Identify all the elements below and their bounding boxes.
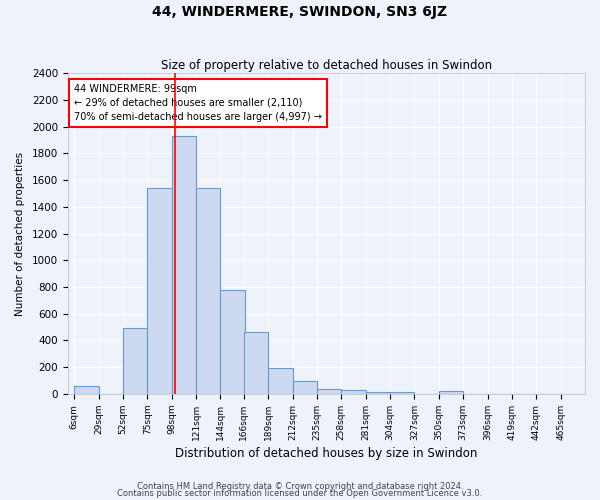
- Y-axis label: Number of detached properties: Number of detached properties: [15, 152, 25, 316]
- Bar: [293, 382, 317, 394]
- Bar: [172, 136, 196, 394]
- Bar: [123, 328, 148, 394]
- Bar: [268, 368, 293, 394]
- Text: 44 WINDERMERE: 99sqm
← 29% of detached houses are smaller (2,110)
70% of semi-de: 44 WINDERMERE: 99sqm ← 29% of detached h…: [74, 84, 322, 122]
- Title: Size of property relative to detached houses in Swindon: Size of property relative to detached ho…: [161, 59, 492, 72]
- Bar: [390, 392, 415, 394]
- Bar: [196, 188, 220, 394]
- Text: 44, WINDERMERE, SWINDON, SN3 6JZ: 44, WINDERMERE, SWINDON, SN3 6JZ: [152, 5, 448, 19]
- Bar: [439, 392, 463, 394]
- Bar: [74, 386, 98, 394]
- Bar: [148, 188, 172, 394]
- Bar: [341, 390, 365, 394]
- Bar: [317, 390, 341, 394]
- Bar: [244, 332, 268, 394]
- Bar: [365, 392, 390, 394]
- Text: Contains public sector information licensed under the Open Government Licence v3: Contains public sector information licen…: [118, 489, 482, 498]
- Bar: [220, 290, 245, 394]
- Text: Contains HM Land Registry data © Crown copyright and database right 2024.: Contains HM Land Registry data © Crown c…: [137, 482, 463, 491]
- X-axis label: Distribution of detached houses by size in Swindon: Distribution of detached houses by size …: [175, 447, 478, 460]
